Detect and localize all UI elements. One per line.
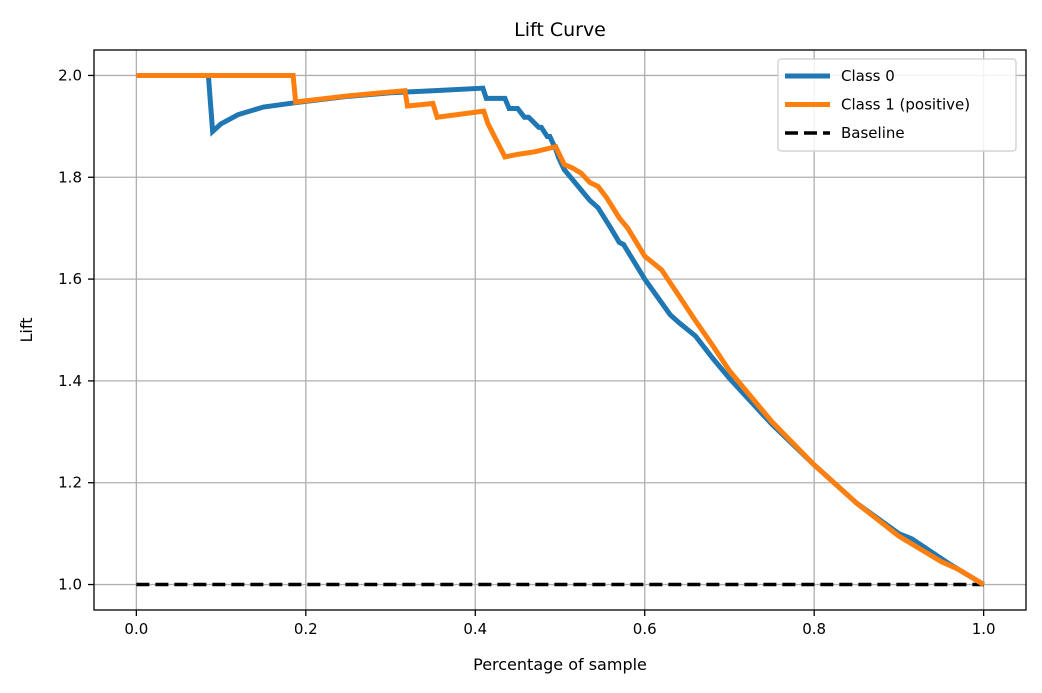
y-axis-ticks: 1.0 1.2 1.4 1.6 1.8 2.0 bbox=[58, 66, 94, 594]
series-line-class-1-positive bbox=[136, 72, 985, 587]
plot-frame bbox=[93, 49, 1027, 611]
y-tick-label: 1.4 bbox=[58, 372, 82, 390]
x-axis-ticks: 0.0 0.2 0.4 0.6 0.8 1.0 bbox=[124, 610, 996, 638]
y-tick-label: 1.6 bbox=[58, 270, 82, 288]
x-axis-label: Percentage of sample bbox=[473, 655, 647, 674]
legend-label-class-0: Class 0 bbox=[841, 67, 895, 85]
x-tick-label: 1.0 bbox=[972, 620, 996, 638]
y-axis-label: Lift bbox=[17, 318, 36, 343]
x-tick-label: 0.8 bbox=[802, 620, 826, 638]
x-tick-label: 0.0 bbox=[124, 620, 148, 638]
series-lines bbox=[136, 72, 985, 587]
x-tick-label: 0.6 bbox=[633, 620, 657, 638]
y-tick-label: 1.2 bbox=[58, 474, 82, 492]
legend-box bbox=[777, 58, 1017, 152]
y-tick-label: 1.8 bbox=[58, 168, 82, 186]
legend: Class 0 Class 1 (positive) Baseline bbox=[777, 58, 1017, 152]
y-tick-label: 2.0 bbox=[58, 66, 82, 84]
legend-label-baseline: Baseline bbox=[841, 124, 905, 142]
y-tick-label: 1.0 bbox=[58, 576, 82, 594]
legend-label-class-1-positive: Class 1 (positive) bbox=[841, 96, 970, 114]
x-tick-label: 0.4 bbox=[463, 620, 487, 638]
chart-title: Lift Curve bbox=[514, 19, 606, 41]
x-tick-label: 0.2 bbox=[294, 620, 318, 638]
